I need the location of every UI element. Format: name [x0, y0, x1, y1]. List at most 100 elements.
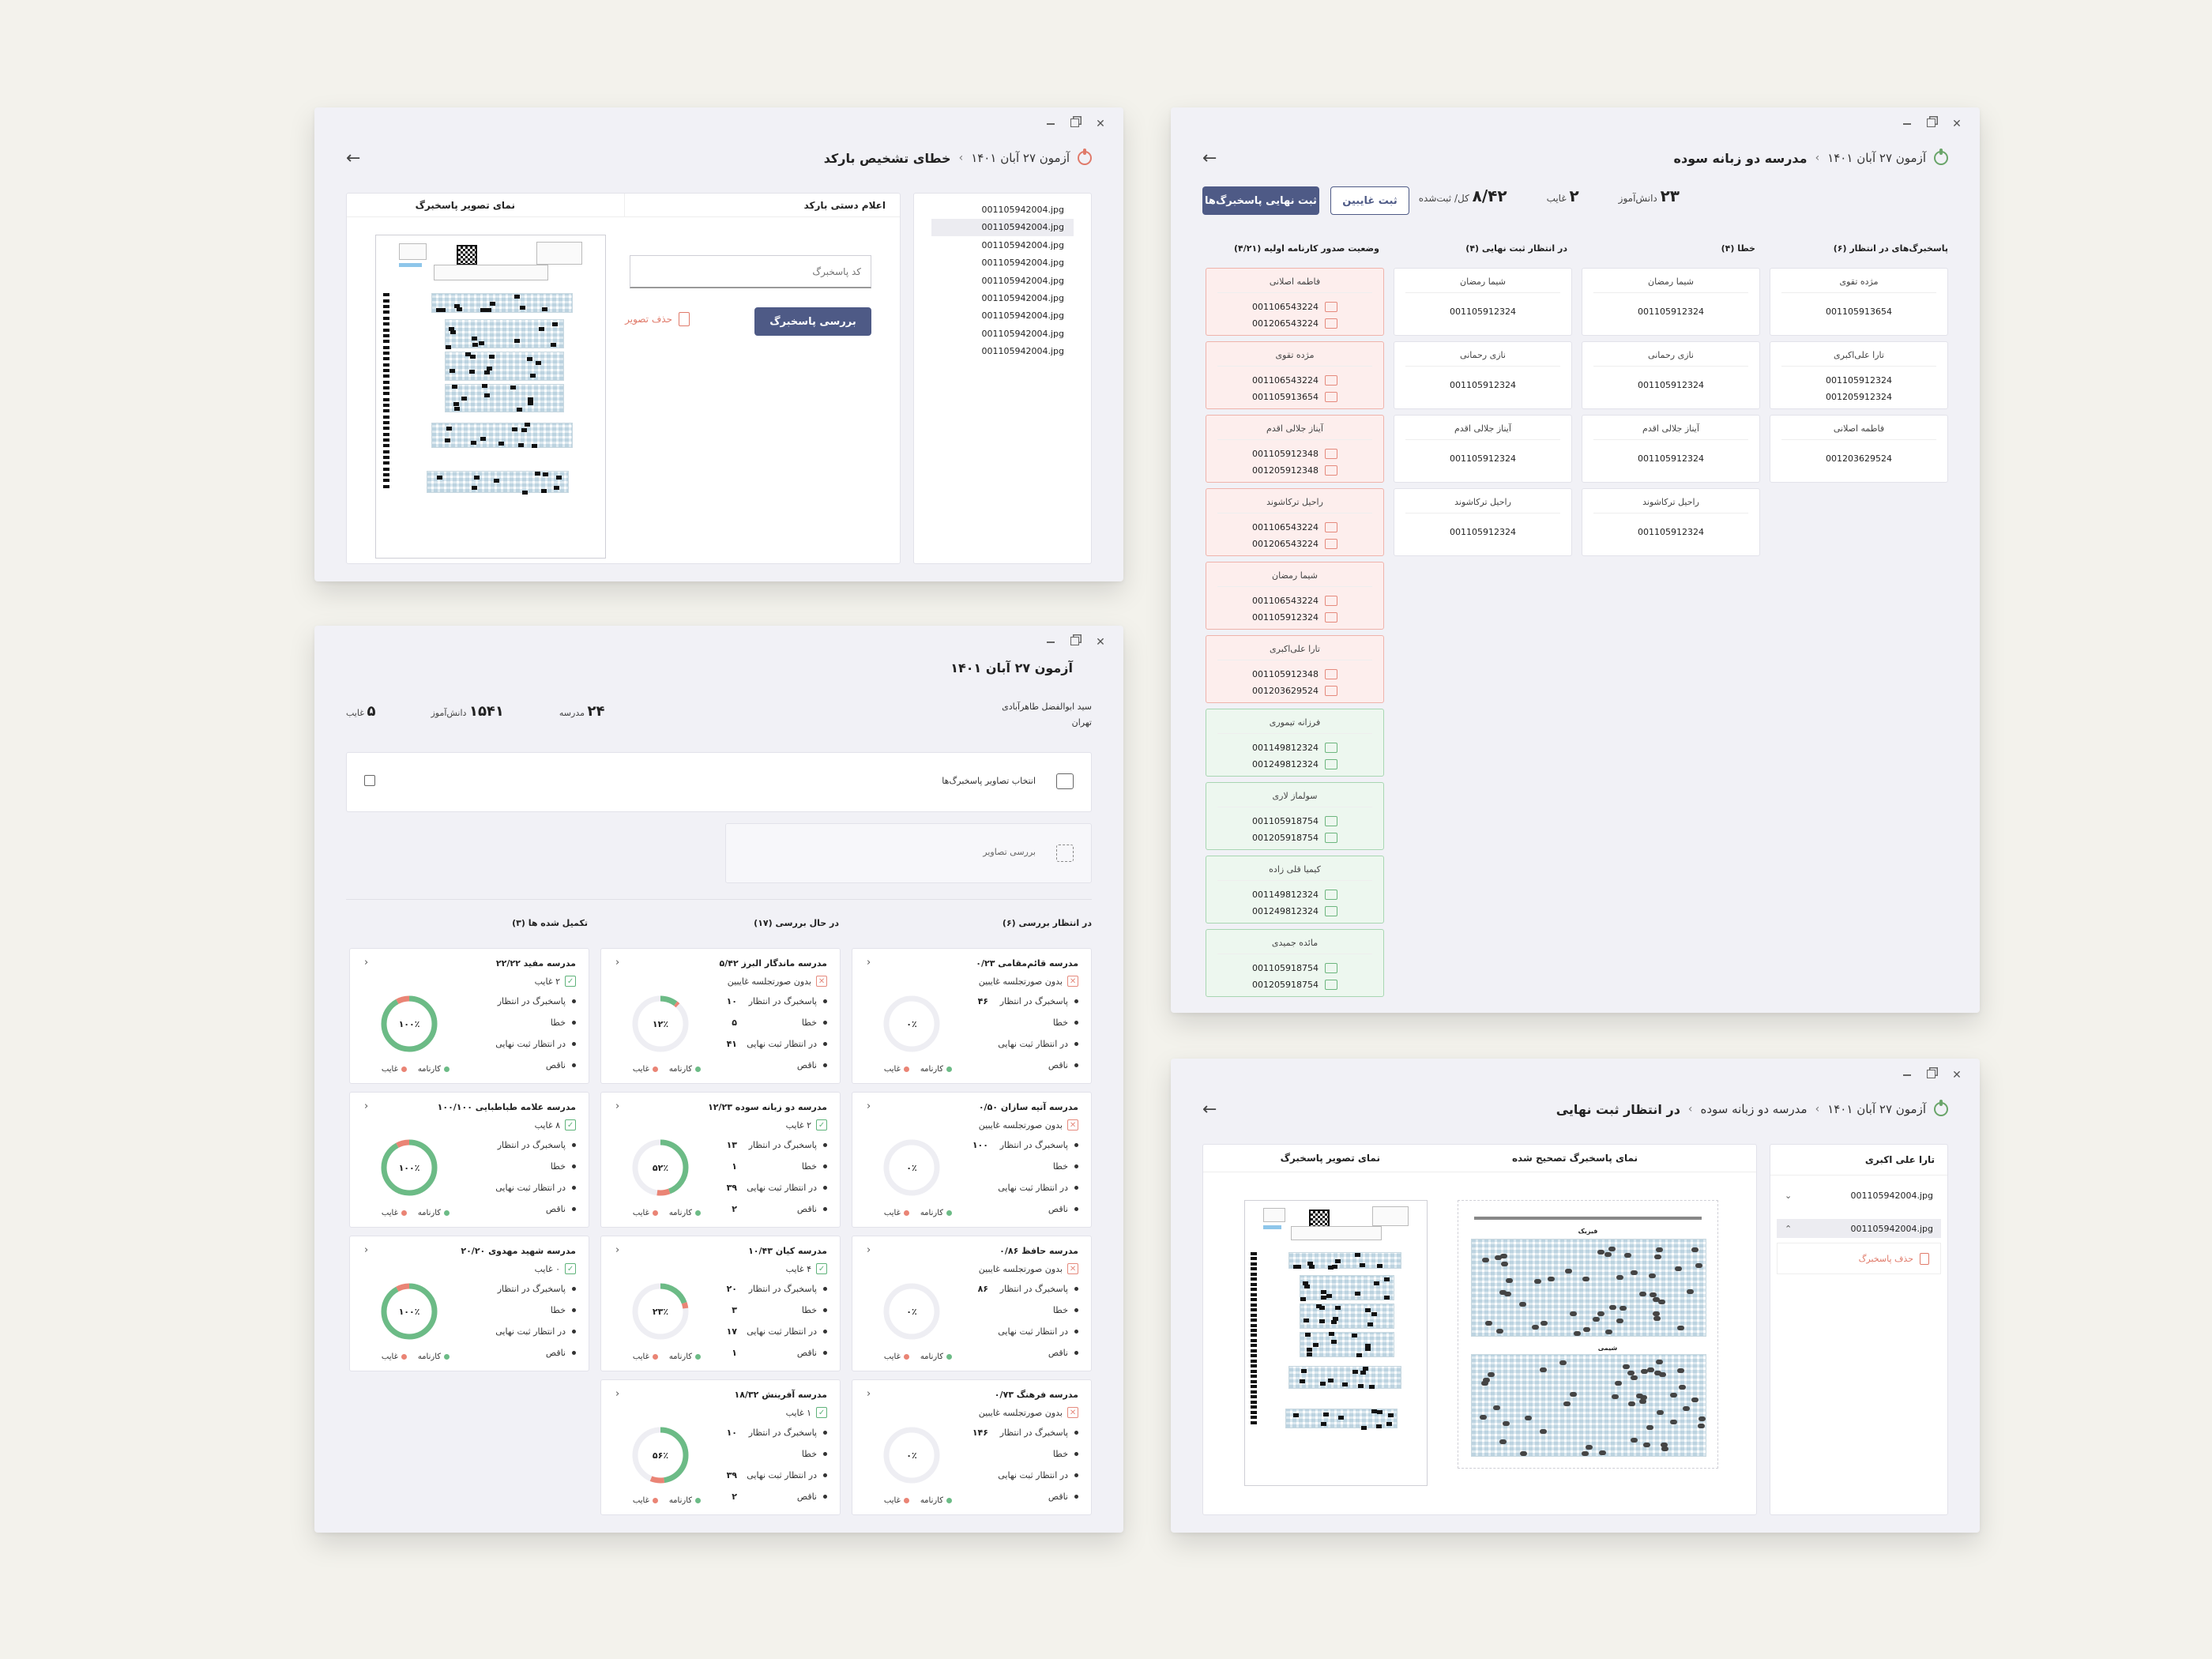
- image-icon[interactable]: [1324, 743, 1337, 753]
- select-images-dropzone[interactable]: انتخاب تصاویر پاسخبرگ‌ها: [346, 752, 1092, 812]
- sheet-card[interactable]: راحیل ترکاشوند 001106543224 001206543224: [1206, 488, 1384, 556]
- delete-image-button[interactable]: حذف تصویر: [625, 312, 690, 326]
- close-icon[interactable]: ✕: [1952, 1069, 1962, 1082]
- school-card[interactable]: مدرسه مفید ۲۲/۲۲ ‹ ✓ ۲ غایب پاسخبرگ در انتظا…: [349, 948, 589, 1084]
- school-card[interactable]: مدرسه آفرینش ۱۸/۳۲ ‹ ✓ ۱ غایب پاسخبرگ در انت…: [600, 1379, 841, 1515]
- minimize-icon[interactable]: [1903, 1070, 1911, 1076]
- image-icon[interactable]: [1324, 465, 1337, 476]
- sheet-card[interactable]: شیما رمضان 001105912324: [1394, 268, 1572, 336]
- file-row[interactable]: 001105942004.jpg ⌄: [1777, 1186, 1941, 1205]
- minimize-icon[interactable]: [1903, 118, 1911, 125]
- image-icon[interactable]: [1324, 612, 1337, 623]
- chevron-left-icon[interactable]: ‹: [867, 957, 871, 969]
- chevron-left-icon[interactable]: ‹: [364, 957, 369, 969]
- sheet-card[interactable]: مژده تقوی 001106543224 001105913654: [1206, 341, 1384, 409]
- file-row[interactable]: 001105942004.jpg: [981, 346, 1065, 357]
- breadcrumb-school[interactable]: مدرسه دو زبانه سوده: [1700, 1102, 1808, 1116]
- image-icon[interactable]: [1324, 449, 1337, 459]
- image-icon[interactable]: [1324, 375, 1337, 386]
- back-arrow-icon[interactable]: ←: [1202, 1099, 1217, 1119]
- maximize-icon[interactable]: [1070, 637, 1079, 645]
- review-images-box[interactable]: بررسی تصاویر: [725, 823, 1092, 883]
- chevron-left-icon[interactable]: ‹: [867, 1388, 871, 1400]
- school-card[interactable]: مدرسه شهید مهدوی ۲۰/۲۰ ‹ ✓ ۰ غایب پاسخبرگ در…: [349, 1236, 589, 1371]
- school-card[interactable]: مدرسه ماندگار البرز ۵/۴۲ ‹ ✕ بدون صورتجلسه …: [600, 948, 841, 1084]
- register-absentees-button[interactable]: ثبت غایبین: [1330, 186, 1409, 215]
- image-icon[interactable]: [1324, 980, 1337, 990]
- close-icon[interactable]: ✕: [1952, 118, 1962, 130]
- breadcrumb-exam[interactable]: آزمون ۲۷ آبان ۱۴۰۱: [1827, 151, 1926, 165]
- chevron-left-icon[interactable]: ‹: [615, 957, 620, 969]
- back-arrow-icon[interactable]: ←: [1202, 148, 1217, 168]
- image-icon[interactable]: [1324, 833, 1337, 843]
- maximize-icon[interactable]: [1070, 118, 1079, 127]
- sheet-card[interactable]: فاطمه اصلانی 001203629524: [1770, 415, 1948, 483]
- sheet-card[interactable]: آیناز جلالی اقدم 001105912324: [1582, 415, 1760, 483]
- school-card[interactable]: مدرسه قائم‌مقامی ۰/۲۳ ‹ ✕ بدون صورتجلسه غای…: [852, 948, 1092, 1084]
- image-icon[interactable]: [1324, 392, 1337, 402]
- image-icon[interactable]: [1324, 522, 1337, 532]
- image-icon[interactable]: [1324, 686, 1337, 696]
- sheet-card[interactable]: راحیل ترکاشوند 001105912324: [1394, 488, 1572, 556]
- file-row[interactable]: 001105942004.jpg: [981, 239, 1065, 250]
- sheet-card[interactable]: تارا علی‌اکبری 001105912348 001203629524: [1206, 635, 1384, 703]
- chevron-left-icon[interactable]: ‹: [867, 1244, 871, 1256]
- chevron-left-icon[interactable]: ‹: [867, 1100, 871, 1112]
- minimize-icon[interactable]: [1047, 637, 1055, 643]
- file-row[interactable]: 001105942004.jpg: [981, 205, 1065, 215]
- breadcrumb-exam[interactable]: آزمون ۲۷ آبان ۱۴۰۱: [971, 151, 1070, 165]
- image-icon[interactable]: [1324, 596, 1337, 606]
- breadcrumb-exam[interactable]: آزمون ۲۷ آبان ۱۴۰۱: [1827, 1102, 1926, 1116]
- chevron-left-icon[interactable]: ‹: [615, 1100, 620, 1112]
- image-icon[interactable]: [1324, 816, 1337, 826]
- school-card[interactable]: مدرسه دو زبانه سوده ۱۲/۲۳ ‹ ✓ ۲ غایب پاسخبرگ…: [600, 1092, 841, 1228]
- image-icon[interactable]: [1324, 669, 1337, 679]
- maximize-icon[interactable]: [1927, 118, 1936, 127]
- maximize-icon[interactable]: [1927, 1070, 1936, 1078]
- file-row[interactable]: 001105942004.jpg: [981, 275, 1065, 286]
- sheet-card[interactable]: آیناز جلالی اقدم 001105912348 001205912348: [1206, 415, 1384, 483]
- file-row-selected[interactable]: 001105942004.jpg ⌃: [1777, 1219, 1941, 1238]
- file-row[interactable]: 001105942004.jpg: [981, 293, 1065, 303]
- chevron-left-icon[interactable]: ‹: [364, 1100, 369, 1112]
- file-row[interactable]: 001105942004.jpg: [981, 328, 1065, 339]
- sheet-card[interactable]: مژده تقوی 001105913654: [1770, 268, 1948, 336]
- file-row[interactable]: 001105942004.jpg: [981, 310, 1065, 322]
- chevron-down-icon[interactable]: ⌄: [1785, 1190, 1793, 1201]
- image-icon[interactable]: [1324, 890, 1337, 900]
- sheet-card[interactable]: راحیل ترکاشوند 001105912324: [1582, 488, 1760, 556]
- image-icon[interactable]: [1324, 963, 1337, 973]
- school-card[interactable]: مدرسه آتیه سازان ۰/۵۰ ‹ ✕ بدون صورتجلسه غای…: [852, 1092, 1092, 1228]
- sheet-card[interactable]: شیما رمضان 001105912324: [1582, 268, 1760, 336]
- check-sheet-button[interactable]: بررسی پاسخبرگ: [754, 307, 871, 336]
- sheet-card[interactable]: فاطمه اصلانی 001106543224 001206543224: [1206, 268, 1384, 336]
- close-icon[interactable]: ✕: [1096, 636, 1105, 649]
- sheet-card[interactable]: مائده جمیدی 001105918754 001205918754: [1206, 929, 1384, 997]
- final-register-button[interactable]: ثبت نهایی پاسخبرگ‌ها: [1202, 186, 1319, 215]
- image-icon[interactable]: [1324, 302, 1337, 312]
- image-icon[interactable]: [1324, 906, 1337, 916]
- sheet-code-input[interactable]: [630, 255, 871, 288]
- minimize-icon[interactable]: [1047, 118, 1055, 125]
- back-arrow-icon[interactable]: ←: [346, 148, 361, 168]
- chevron-up-icon[interactable]: ⌃: [1785, 1223, 1793, 1234]
- sheet-card[interactable]: نازی رحمانی 001105912324: [1394, 341, 1572, 409]
- sheet-card[interactable]: آیناز جلالی اقدم 001105912324: [1394, 415, 1572, 483]
- school-card[interactable]: مدرسه علامه طباطبایی ۱۰۰/۱۰۰ ‹ ✓ ۸ غایب پاسخ…: [349, 1092, 589, 1228]
- delete-sheet-button[interactable]: حذف پاسخبرگ: [1777, 1243, 1941, 1274]
- sheet-card[interactable]: نازی رحمانی 001105912324: [1582, 341, 1760, 409]
- sheet-card[interactable]: کیمیا قلی زاده 001149812324 001249812324: [1206, 856, 1384, 924]
- school-card[interactable]: مدرسه کیان ۱۰/۴۳ ‹ ✓ ۴ غایب پاسخبرگ در انتظا…: [600, 1236, 841, 1371]
- sheet-card[interactable]: شیما رمضان 001106543224 001105912324: [1206, 562, 1384, 630]
- external-link-icon[interactable]: [364, 775, 375, 786]
- image-icon[interactable]: [1324, 539, 1337, 549]
- file-row[interactable]: 001105942004.jpg: [981, 258, 1065, 269]
- chevron-left-icon[interactable]: ‹: [615, 1388, 620, 1400]
- close-icon[interactable]: ✕: [1096, 118, 1105, 130]
- image-icon[interactable]: [1324, 759, 1337, 769]
- chevron-left-icon[interactable]: ‹: [364, 1244, 369, 1256]
- file-row[interactable]: 001105942004.jpg: [931, 219, 1074, 237]
- sheet-card[interactable]: تارا علی‌اکبری 001105912324 001205912324: [1770, 341, 1948, 409]
- school-card[interactable]: مدرسه حافظ ۰/۸۶ ‹ ✕ بدون صورتجلسه غایبین پاس…: [852, 1236, 1092, 1371]
- sheet-card[interactable]: فرزانه تیموری 001149812324 001249812324: [1206, 709, 1384, 777]
